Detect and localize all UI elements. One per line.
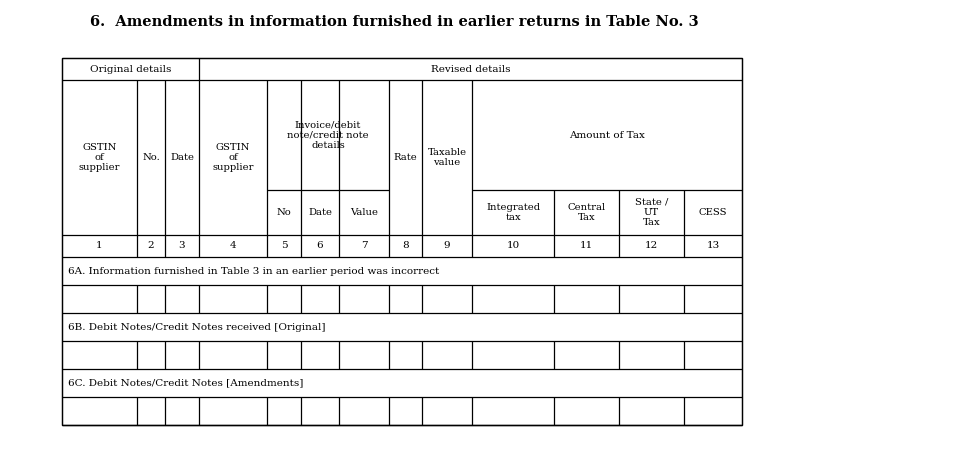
Text: Invoice/debit
note/credit note
details: Invoice/debit note/credit note details: [287, 120, 368, 150]
Text: GSTIN
of
supplier: GSTIN of supplier: [212, 143, 253, 173]
Text: 4: 4: [230, 242, 236, 251]
Bar: [62, 58, 742, 425]
Text: 13: 13: [706, 242, 719, 251]
Text: 6A. Information furnished in Table 3 in an earlier period was incorrect: 6A. Information furnished in Table 3 in …: [68, 266, 439, 276]
Text: 2: 2: [148, 242, 155, 251]
Text: 1: 1: [96, 242, 103, 251]
Text: 5: 5: [280, 242, 287, 251]
Text: Original details: Original details: [90, 64, 171, 74]
Text: 8: 8: [402, 242, 409, 251]
Text: 9: 9: [444, 242, 451, 251]
Text: Amount of Tax: Amount of Tax: [569, 130, 645, 139]
Text: CESS: CESS: [699, 208, 727, 217]
Text: 7: 7: [361, 242, 367, 251]
Text: Integrated
tax: Integrated tax: [486, 203, 540, 222]
Text: Central
Tax: Central Tax: [568, 203, 605, 222]
Text: Date: Date: [308, 208, 332, 217]
Text: No.: No.: [142, 153, 160, 162]
Text: Rate: Rate: [394, 153, 418, 162]
Text: 12: 12: [645, 242, 659, 251]
Text: State /
UT
Tax: State / UT Tax: [634, 197, 668, 227]
Text: 6: 6: [316, 242, 323, 251]
Text: 6C. Debit Notes/Credit Notes [Amendments]: 6C. Debit Notes/Credit Notes [Amendments…: [68, 379, 304, 388]
Text: 6B. Debit Notes/Credit Notes received [Original]: 6B. Debit Notes/Credit Notes received [O…: [68, 322, 326, 331]
Text: 3: 3: [179, 242, 186, 251]
Text: 6.  Amendments in information furnished in earlier returns in Table No. 3: 6. Amendments in information furnished i…: [90, 15, 698, 29]
Text: Date: Date: [170, 153, 194, 162]
Bar: [62, 58, 742, 425]
Text: Revised details: Revised details: [430, 64, 511, 74]
Text: 10: 10: [507, 242, 519, 251]
Text: 11: 11: [580, 242, 593, 251]
Text: GSTIN
of
supplier: GSTIN of supplier: [78, 143, 120, 173]
Text: Taxable
value: Taxable value: [427, 148, 466, 167]
Text: No: No: [277, 208, 291, 217]
Text: Value: Value: [350, 208, 378, 217]
